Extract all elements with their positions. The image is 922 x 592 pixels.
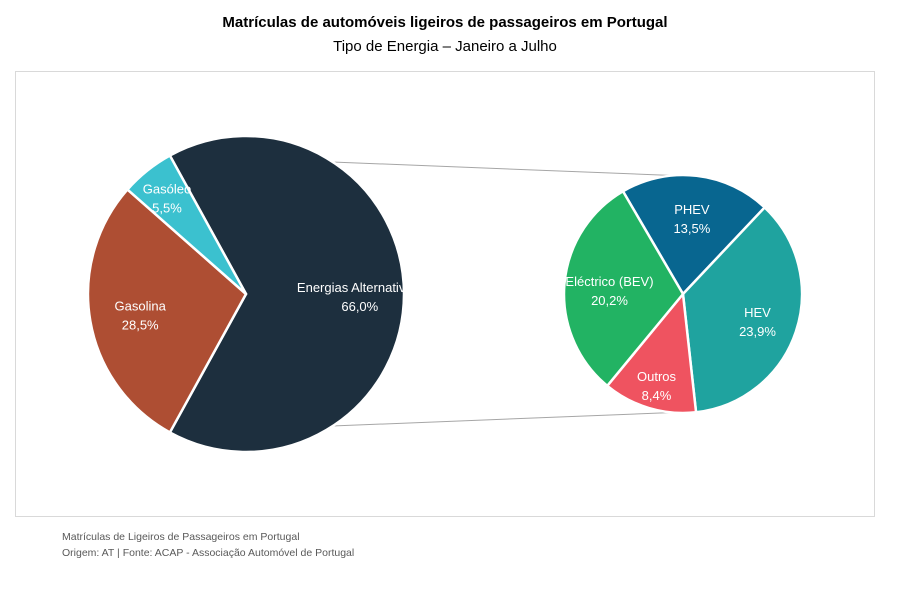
slice-label-outros: Outros: [637, 369, 677, 384]
slice-value-energias-alternativas: 66,0%: [341, 299, 378, 314]
footer-source-line1: Matrículas de Ligeiros de Passageiros em…: [62, 531, 300, 543]
slice-outros: [606, 292, 698, 415]
slice-label-phev: PHEV: [674, 202, 710, 217]
slice-label-gasoleo: Gasóleo: [143, 181, 191, 196]
chart-title: Matrículas de automóveis ligeiros de pas…: [222, 14, 668, 31]
slice-label-electrico-bev: Eléctrico (BEV): [565, 274, 653, 289]
slice-hev: [681, 206, 804, 414]
slice-electrico-bev: [562, 190, 685, 388]
slice-energias-alternativas: [168, 134, 406, 454]
footer-source-line2: Origem: AT | Fonte: ACAP - Associação Au…: [62, 547, 355, 559]
slice-label-gasolina: Gasolina: [115, 299, 167, 314]
plot-area-frame: [15, 71, 875, 517]
slice-value-outros: 8,4%: [642, 388, 672, 403]
slice-value-electrico-bev: 20,2%: [591, 293, 628, 308]
slice-gasolina: [86, 188, 248, 434]
chart-subtitle: Tipo de Energia – Janeiro a Julho: [333, 38, 557, 55]
slice-label-hev: HEV: [744, 305, 771, 320]
slice-value-phev: 13,5%: [673, 221, 710, 236]
slice-value-gasoleo: 5,5%: [152, 200, 182, 215]
slice-phev: [621, 173, 766, 296]
slice-gasoleo: [126, 154, 248, 296]
slice-label-energias-alternativas: Energias Alternativas;: [297, 280, 423, 295]
slice-value-hev: 23,9%: [739, 324, 776, 339]
slice-value-gasolina: 28,5%: [122, 318, 159, 333]
